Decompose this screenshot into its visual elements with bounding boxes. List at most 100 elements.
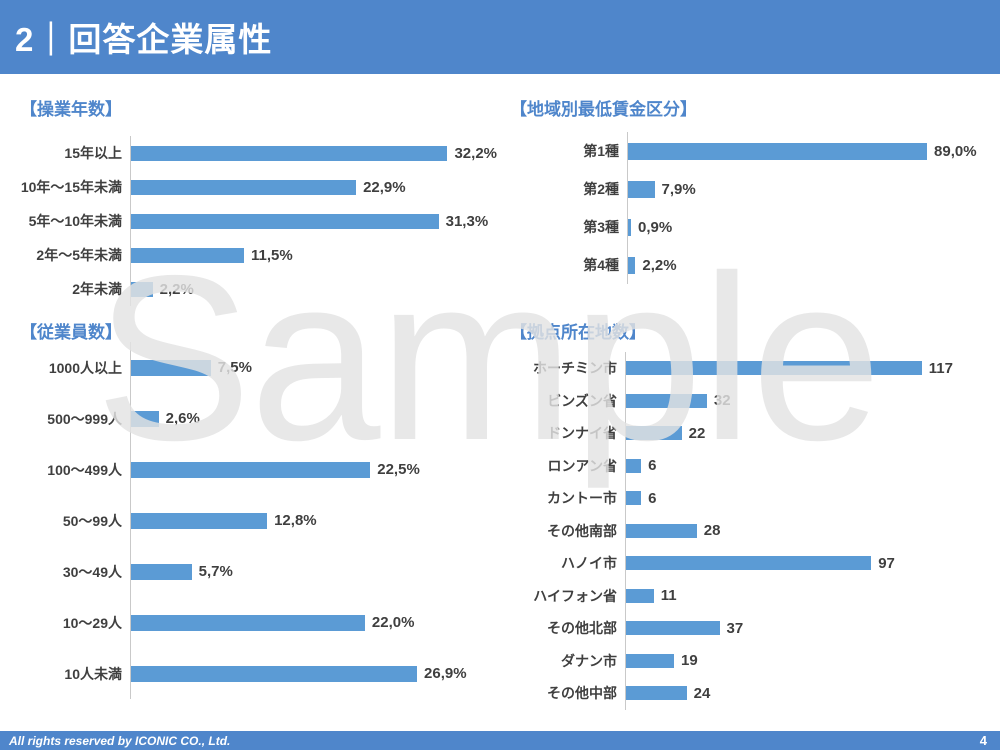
chart-row: ロンアン省 6 [510, 449, 942, 482]
bar-area: 0,9% [627, 208, 964, 246]
value-label: 7,5% [217, 359, 252, 376]
bar-area: 32 [625, 384, 942, 417]
bar [131, 213, 439, 229]
category-label: その他北部 [547, 620, 617, 637]
value-label: 7,9% [661, 180, 696, 198]
bar-area: 32,2% [130, 136, 497, 170]
bar [131, 614, 365, 631]
value-label: 22 [688, 424, 706, 442]
value-label: 6 [648, 489, 657, 507]
category-label: 1000人以上 [48, 359, 122, 376]
value-label: 24 [693, 684, 711, 702]
category-label: ロンアン省 [547, 457, 617, 474]
value-label: 117 [928, 359, 953, 377]
bar-area: 24 [625, 677, 942, 710]
category-label: 2年～5年未満 [36, 247, 122, 263]
value-label: 97 [878, 554, 895, 572]
bar [626, 491, 642, 506]
value-label: 28 [703, 522, 721, 540]
chart-row: ハノイ市 97 [510, 547, 942, 580]
bar-area: 22,0% [130, 597, 450, 648]
page-title: 2｜回答企業属性 [15, 21, 273, 58]
bar-area: 97 [625, 547, 942, 580]
bar-area: 2,2% [130, 272, 475, 306]
chart-row: 第4種 2,2% [510, 246, 964, 284]
bar [626, 426, 682, 441]
chart-location-count: 【拠点所在地数】 ホーチミン市 117 ビンズン省 32 ドンナイ省 22 ロンアン省 6 カン… [510, 318, 953, 710]
bar [131, 563, 192, 580]
bar [626, 393, 707, 408]
bar [626, 556, 872, 571]
chart-rows: 1000人以上 7,5% 500～999人 2,6% 100～499人 22,5% 50～9… [20, 342, 467, 699]
chart-row: ホーチミン市 117 [510, 352, 953, 385]
value-label: 6 [648, 457, 657, 475]
value-label: 32 [713, 392, 731, 410]
chart-row: カントー市 6 [510, 482, 942, 515]
bar [626, 686, 687, 701]
value-label: 11 [660, 587, 677, 605]
category-label: 第1種 [583, 143, 619, 159]
bar [131, 281, 153, 297]
chart-title-minimum-wage-region: 【地域別最低賃金区分】 [510, 100, 697, 119]
category-label: ダナン市 [561, 652, 617, 669]
bar [626, 588, 654, 603]
category-label: 15年以上 [64, 145, 122, 161]
value-label: 11,5% [251, 246, 293, 264]
bar [131, 512, 268, 529]
chart-row: 10年～15年未満 22,9% [20, 170, 475, 204]
category-label: 500～999人 [47, 410, 122, 427]
category-label: 第2種 [583, 181, 619, 197]
bar-area: 6 [625, 449, 942, 482]
bar [131, 179, 357, 195]
value-label: 22,5% [377, 461, 420, 478]
chart-rows: 第1種 89,0% 第2種 7,9% 第3種 0,9% 第4種 2,2% [510, 132, 977, 284]
category-label: ビンズン省 [547, 392, 617, 409]
value-label: 5,7% [198, 563, 233, 580]
value-label: 22,0% [371, 614, 415, 631]
value-label: 2,2% [642, 256, 677, 274]
bar-area: 6 [625, 482, 942, 515]
chart-title-years-in-operation: 【操業年数】 [20, 100, 122, 119]
bar [626, 458, 642, 473]
chart-minimum-wage-region: 【地域別最低賃金区分】 第1種 89,0% 第2種 7,9% 第3種 0,9% 第4種 2,2… [510, 95, 977, 284]
chart-row: ドンナイ省 22 [510, 417, 942, 450]
bar-area: 26,9% [130, 648, 467, 699]
bar [131, 247, 245, 263]
bar-area: 22 [625, 417, 942, 450]
chart-row: 10人未満 26,9% [20, 648, 467, 699]
category-label: ハノイ市 [561, 555, 617, 572]
chart-row: 2年未満 2,2% [20, 272, 475, 306]
bar [628, 218, 632, 236]
bar-area: 22,5% [130, 444, 450, 495]
slide-footer: All rights reserved by ICONIC CO., Ltd. … [0, 731, 1000, 750]
bar-area: 11,5% [130, 238, 475, 272]
category-label: 100～499人 [47, 461, 122, 478]
chart-row: 500～999人 2,6% [20, 393, 450, 444]
category-label: 第4種 [583, 257, 619, 273]
value-label: 2,2% [159, 280, 194, 298]
value-label: 89,0% [934, 142, 977, 160]
bar-area: 7,5% [130, 342, 450, 393]
category-label: その他南部 [547, 522, 617, 539]
bar-area: 117 [625, 352, 953, 385]
chart-row: 2年～5年未満 11,5% [20, 238, 475, 272]
category-label: 30～49人 [62, 563, 122, 580]
bar [626, 361, 922, 376]
category-label: 10人未満 [64, 665, 122, 682]
bar-area: 11 [625, 579, 942, 612]
bar [131, 410, 159, 427]
slide-header: 2｜回答企業属性 [0, 0, 1000, 74]
chart-row: その他南部 28 [510, 514, 942, 547]
chart-row: ダナン市 19 [510, 644, 942, 677]
chart-row: 100～499人 22,5% [20, 444, 450, 495]
copyright-text: All rights reserved by ICONIC CO., Ltd. [9, 733, 231, 748]
chart-employee-count: 【従業員数】 1000人以上 7,5% 500～999人 2,6% 100～499人 22… [20, 318, 467, 699]
category-label: 10～29人 [62, 614, 122, 631]
bar-area: 2,2% [627, 246, 964, 284]
bar [131, 665, 418, 682]
value-label: 0,9% [638, 218, 673, 236]
chart-row: 30～49人 5,7% [20, 546, 450, 597]
chart-row: 5年～10年未満 31,3% [20, 204, 488, 238]
chart-row: ハイフォン省 11 [510, 579, 942, 612]
